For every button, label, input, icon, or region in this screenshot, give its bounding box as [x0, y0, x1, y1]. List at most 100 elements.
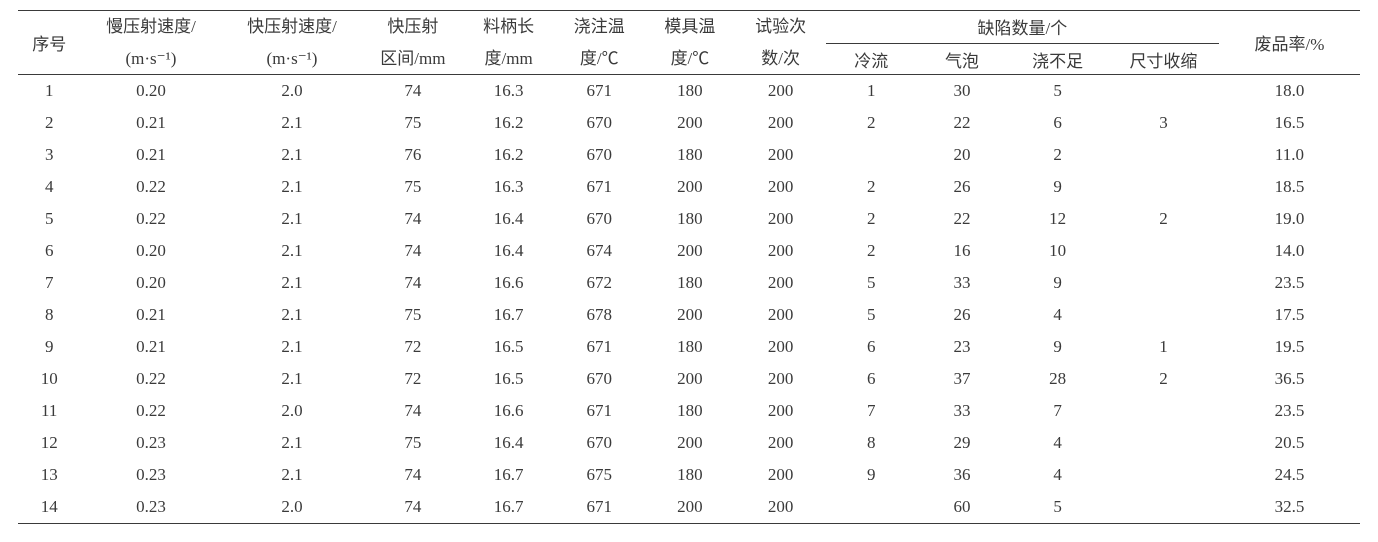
cell-d_short: 5 [1007, 75, 1108, 108]
cell-trials: 200 [735, 491, 826, 524]
header-mold_temp-l2: 度/℃ [645, 44, 736, 75]
cell-mold_temp: 200 [645, 491, 736, 524]
header-reject: 废品率/% [1219, 11, 1360, 75]
header-mold_temp-l1: 模具温 [645, 11, 736, 44]
cell-slow_speed: 0.22 [80, 395, 221, 427]
table-row: 90.212.17216.56711802006239119.5 [18, 331, 1360, 363]
cell-fast_zone: 74 [363, 491, 464, 524]
cell-d_cold: 6 [826, 331, 917, 363]
cell-handle_len: 16.4 [463, 235, 554, 267]
cell-pour_temp: 670 [554, 203, 645, 235]
cell-d_bubble: 33 [917, 267, 1008, 299]
cell-trials: 200 [735, 107, 826, 139]
cell-d_cold: 8 [826, 427, 917, 459]
cell-idx: 13 [18, 459, 80, 491]
cell-reject: 23.5 [1219, 395, 1360, 427]
cell-d_shrink: 2 [1108, 363, 1219, 395]
cell-idx: 3 [18, 139, 80, 171]
cell-pour_temp: 671 [554, 75, 645, 108]
cell-mold_temp: 180 [645, 139, 736, 171]
cell-fast_speed: 2.1 [221, 235, 362, 267]
cell-fast_speed: 2.0 [221, 75, 362, 108]
cell-d_short: 9 [1007, 331, 1108, 363]
cell-fast_zone: 74 [363, 75, 464, 108]
cell-fast_zone: 75 [363, 427, 464, 459]
cell-pour_temp: 671 [554, 171, 645, 203]
cell-fast_zone: 74 [363, 203, 464, 235]
cell-reject: 17.5 [1219, 299, 1360, 331]
cell-reject: 14.0 [1219, 235, 1360, 267]
cell-reject: 18.0 [1219, 75, 1360, 108]
header-defect-group: 缺陷数量/个 [826, 11, 1219, 44]
cell-d_shrink [1108, 491, 1219, 524]
cell-d_cold: 6 [826, 363, 917, 395]
cell-mold_temp: 180 [645, 459, 736, 491]
cell-handle_len: 16.2 [463, 107, 554, 139]
cell-d_short: 7 [1007, 395, 1108, 427]
header-d_bubble: 气泡 [917, 44, 1008, 75]
cell-handle_len: 16.2 [463, 139, 554, 171]
cell-trials: 200 [735, 139, 826, 171]
cell-reject: 19.5 [1219, 331, 1360, 363]
cell-idx: 4 [18, 171, 80, 203]
table-row: 40.222.17516.3671200200226918.5 [18, 171, 1360, 203]
cell-slow_speed: 0.22 [80, 363, 221, 395]
cell-fast_speed: 2.1 [221, 267, 362, 299]
cell-slow_speed: 0.20 [80, 267, 221, 299]
cell-slow_speed: 0.21 [80, 331, 221, 363]
cell-d_shrink [1108, 235, 1219, 267]
cell-mold_temp: 180 [645, 395, 736, 427]
cell-mold_temp: 200 [645, 363, 736, 395]
header-d_shrink: 尺寸收缩 [1108, 44, 1219, 75]
cell-fast_speed: 2.1 [221, 107, 362, 139]
cell-d_cold: 2 [826, 171, 917, 203]
cell-reject: 20.5 [1219, 427, 1360, 459]
table-row: 140.232.07416.767120020060532.5 [18, 491, 1360, 524]
cell-trials: 200 [735, 331, 826, 363]
cell-fast_zone: 75 [363, 299, 464, 331]
cell-d_bubble: 23 [917, 331, 1008, 363]
cell-reject: 18.5 [1219, 171, 1360, 203]
cell-d_bubble: 33 [917, 395, 1008, 427]
cell-handle_len: 16.3 [463, 75, 554, 108]
cell-fast_zone: 75 [363, 171, 464, 203]
cell-handle_len: 16.7 [463, 491, 554, 524]
cell-pour_temp: 671 [554, 395, 645, 427]
cell-reject: 19.0 [1219, 203, 1360, 235]
header-fast_zone-l1: 快压射 [363, 11, 464, 44]
header-trials-l2: 数/次 [735, 44, 826, 75]
cell-slow_speed: 0.23 [80, 491, 221, 524]
cell-d_bubble: 26 [917, 299, 1008, 331]
header-handle_len-l1: 料柄长 [463, 11, 554, 44]
cell-d_bubble: 30 [917, 75, 1008, 108]
cell-d_bubble: 36 [917, 459, 1008, 491]
cell-d_short: 12 [1007, 203, 1108, 235]
cell-d_short: 4 [1007, 459, 1108, 491]
cell-mold_temp: 200 [645, 299, 736, 331]
cell-pour_temp: 678 [554, 299, 645, 331]
cell-fast_speed: 2.0 [221, 395, 362, 427]
cell-d_shrink [1108, 299, 1219, 331]
cell-mold_temp: 200 [645, 235, 736, 267]
cell-fast_speed: 2.1 [221, 331, 362, 363]
cell-fast_zone: 72 [363, 363, 464, 395]
cell-d_bubble: 26 [917, 171, 1008, 203]
cell-d_short: 28 [1007, 363, 1108, 395]
header-slow_speed-l2: (m·s⁻¹) [80, 44, 221, 75]
cell-trials: 200 [735, 459, 826, 491]
cell-reject: 36.5 [1219, 363, 1360, 395]
cell-mold_temp: 200 [645, 427, 736, 459]
cell-d_cold: 7 [826, 395, 917, 427]
cell-idx: 6 [18, 235, 80, 267]
cell-d_cold [826, 139, 917, 171]
cell-fast_zone: 76 [363, 139, 464, 171]
cell-trials: 200 [735, 395, 826, 427]
table-row: 20.212.17516.26702002002226316.5 [18, 107, 1360, 139]
cell-reject: 23.5 [1219, 267, 1360, 299]
table-row: 110.222.07416.6671180200733723.5 [18, 395, 1360, 427]
cell-d_cold: 2 [826, 235, 917, 267]
cell-pour_temp: 670 [554, 427, 645, 459]
cell-idx: 7 [18, 267, 80, 299]
cell-mold_temp: 200 [645, 171, 736, 203]
cell-mold_temp: 180 [645, 203, 736, 235]
